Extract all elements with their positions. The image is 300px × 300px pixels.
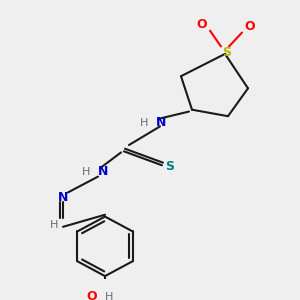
- Text: O: O: [86, 290, 97, 300]
- Text: S: S: [223, 46, 232, 59]
- Text: H: H: [105, 292, 113, 300]
- Text: S: S: [166, 160, 175, 173]
- Text: N: N: [98, 166, 108, 178]
- Text: N: N: [156, 116, 166, 129]
- Text: N: N: [58, 190, 68, 204]
- Text: H: H: [82, 167, 90, 177]
- Text: O: O: [245, 20, 255, 32]
- Text: H: H: [50, 220, 58, 230]
- Text: H: H: [140, 118, 148, 128]
- Text: O: O: [197, 18, 207, 31]
